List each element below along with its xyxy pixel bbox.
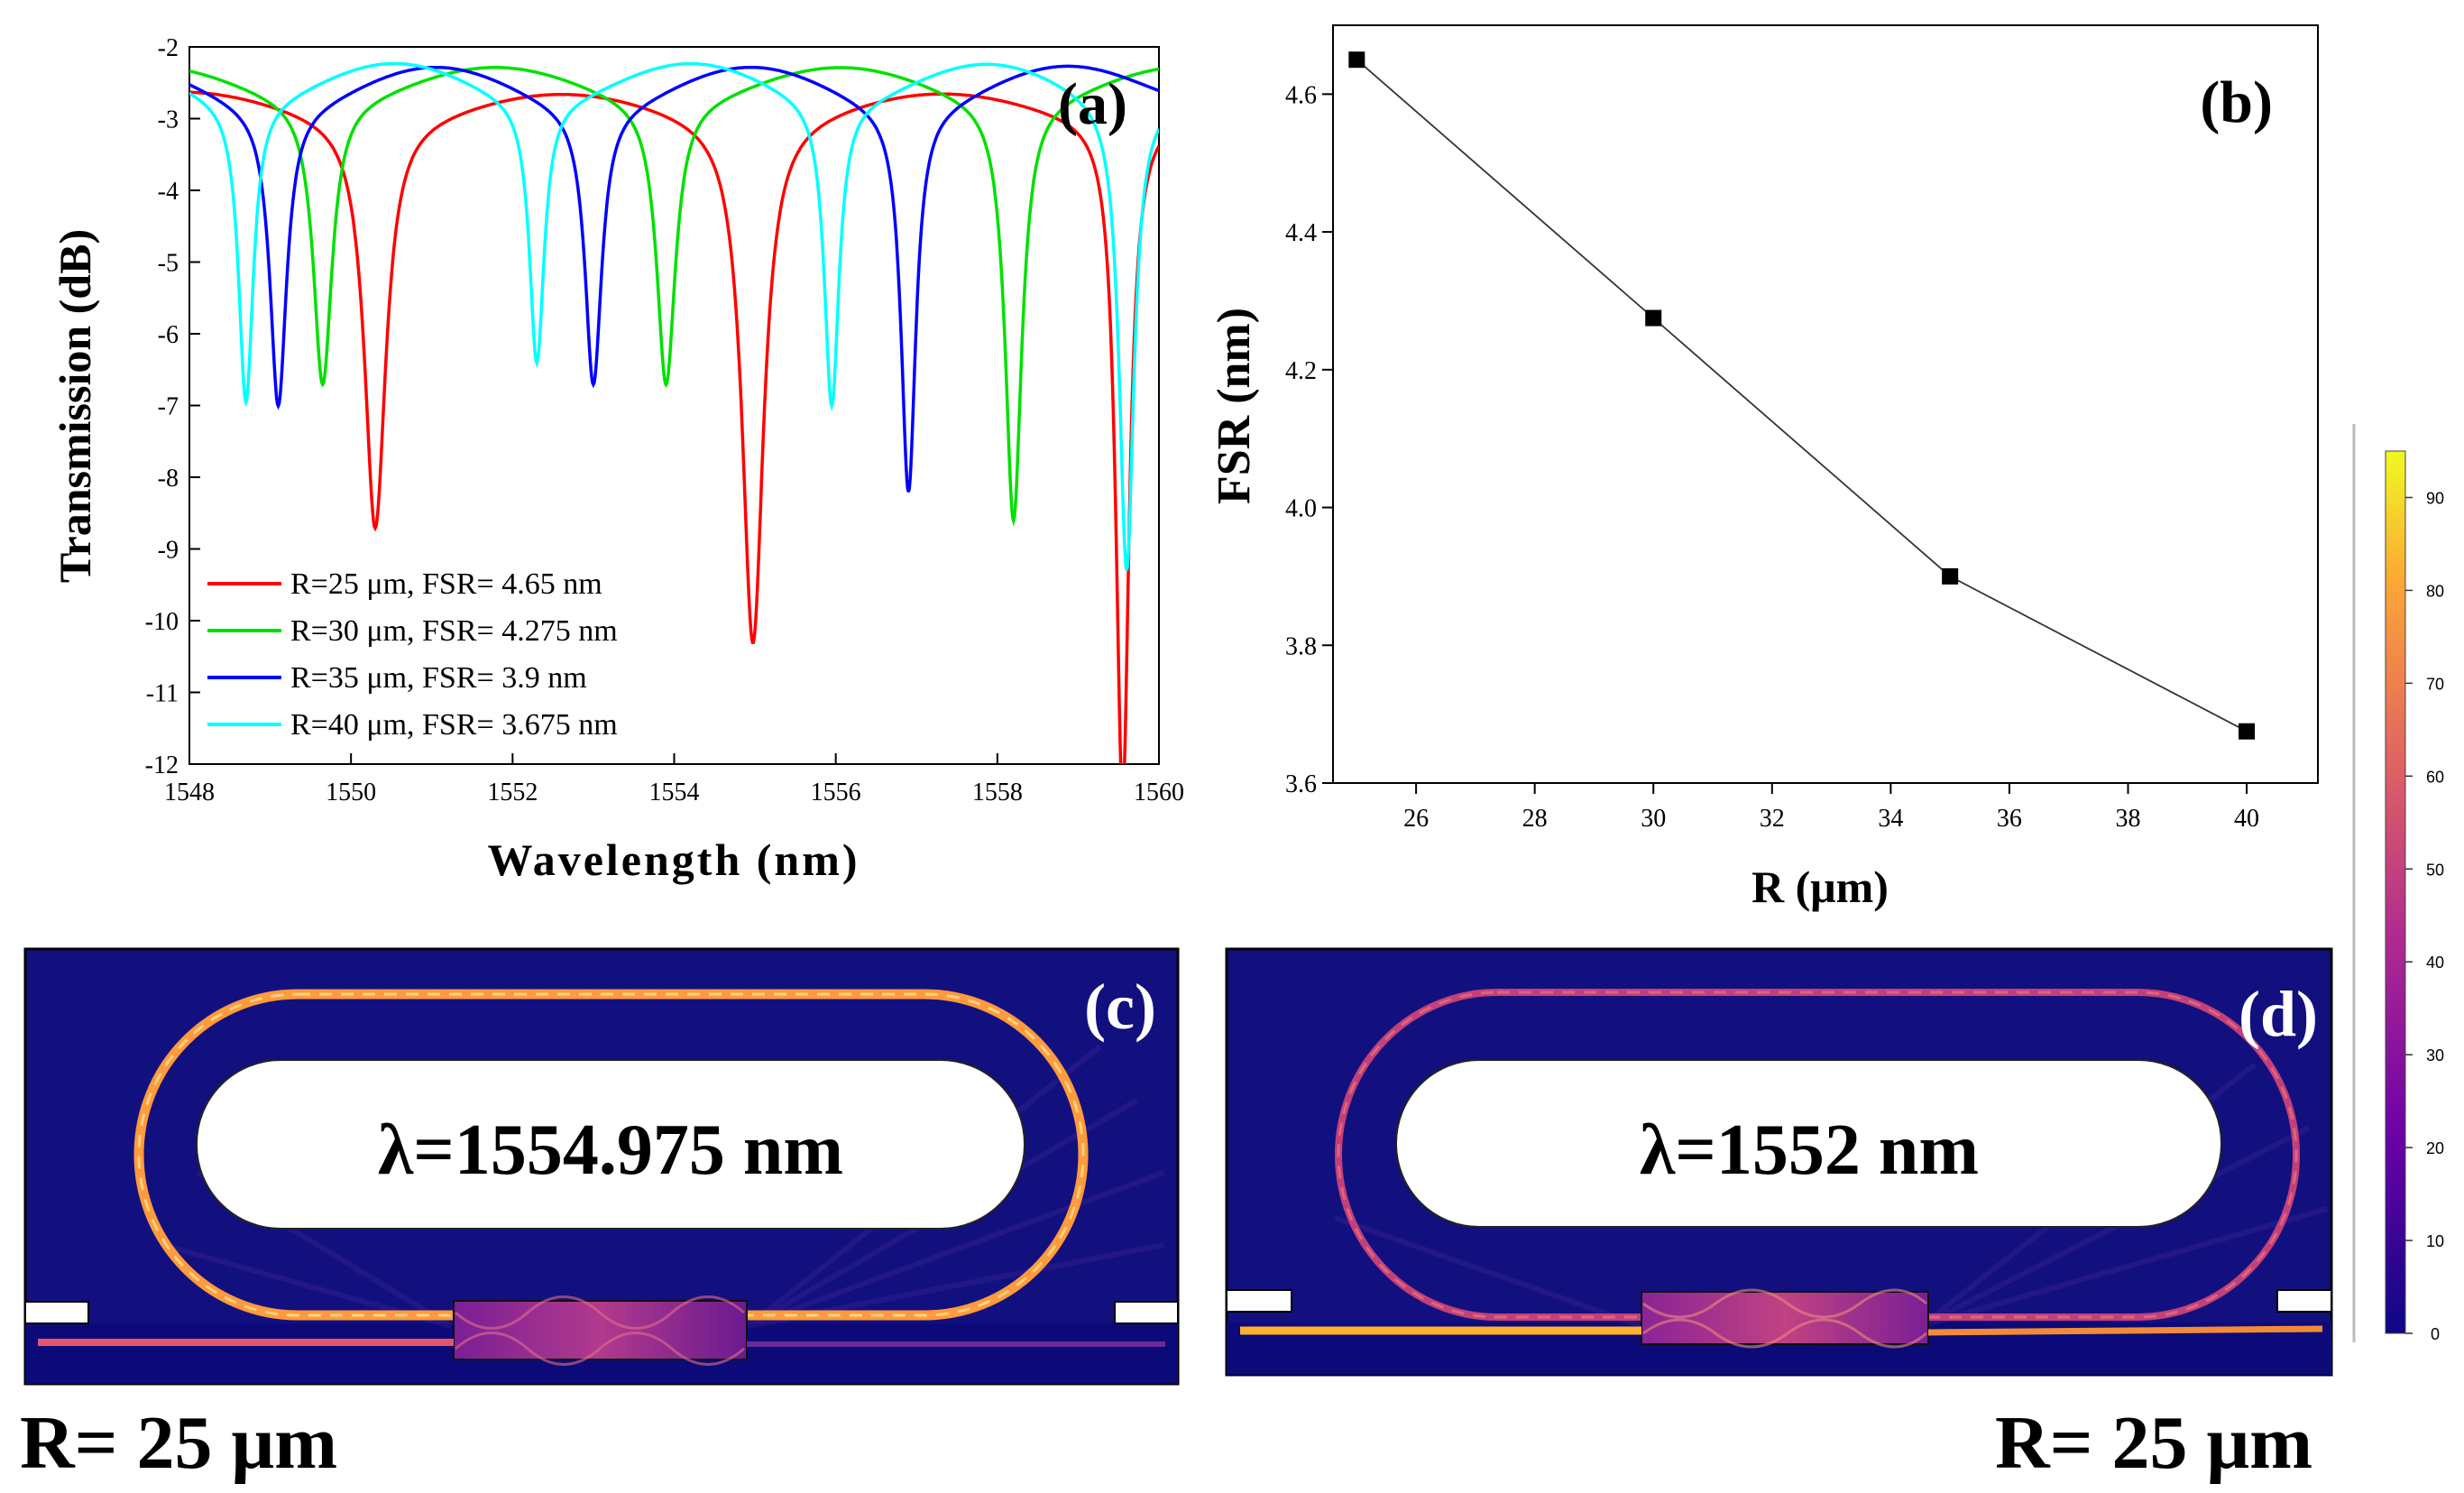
panel-a-legend: R=25 μm, FSR= 4.65 nm R=30 μm, FSR= 4.275…	[207, 567, 618, 742]
panel-b-y-axis-title: FSR (nm)	[1209, 308, 1260, 504]
panel-c-left-notch	[24, 1301, 89, 1324]
panel-b-fsr-chart: 26 28 30 32 34 36 38 40 3.6 3.8 4.0 4.2 4.4 4.6 (b) R…	[1209, 24, 2319, 912]
colorbar-tick-label: 40	[2426, 954, 2444, 972]
panel-a-y-tick-label: -7	[158, 393, 179, 421]
panel-d-field-map: λ=1552 nm (d)	[1225, 947, 2333, 1377]
panel-b-axes: 26 28 30 32 34 36 38 40 3.6 3.8 4.0 4.2 4.4 4.6	[1285, 81, 2259, 833]
panel-a-y-tick-label: -5	[158, 250, 179, 278]
colorbar-tick-label: 70	[2426, 675, 2444, 693]
panel-b-data-point	[1942, 567, 1959, 585]
panel-b-y-tick-label: 3.8	[1285, 632, 1317, 660]
panel-b-y-tick-label: 4.4	[1285, 219, 1317, 247]
panel-a-series-line-4	[189, 61, 1159, 571]
panel-b-y-tick-label: 4.6	[1285, 81, 1317, 109]
panel-a-series-line-1	[189, 90, 1159, 764]
panel-a-x-tick-label: 1554	[649, 779, 700, 806]
colorbar-ticks: 0 10 20 30 40 50 60 70 80 90	[2405, 489, 2444, 1343]
colorbar-tick-label: 90	[2426, 489, 2444, 507]
colorbar-tick-label: 60	[2426, 768, 2444, 786]
panel-c-right-notch	[1114, 1301, 1179, 1324]
colorbar-tick-label: 80	[2426, 582, 2444, 600]
panel-b-x-tick-label: 40	[2234, 805, 2259, 833]
panel-a-series-line-3	[189, 64, 1159, 493]
panel-b-y-tick-label: 3.6	[1285, 770, 1317, 798]
panel-a-series-line-2	[189, 66, 1159, 527]
panel-b-label: (b)	[2200, 69, 2273, 135]
panel-b-x-tick-label: 26	[1403, 805, 1429, 833]
panel-a-legend-label-2: R=30 μm, FSR= 4.275 nm	[290, 614, 618, 648]
panel-a-plot-frame	[188, 46, 1160, 765]
panel-c-field-map: λ=1554.975 nm (c)	[23, 947, 1180, 1386]
panel-b-x-axis-title: R (μm)	[1751, 862, 1889, 912]
panel-c-radius-caption: R= 25 μm	[20, 1401, 338, 1485]
panel-b-plot-frame	[1332, 24, 2319, 784]
panel-c-coupling-region	[453, 1300, 748, 1360]
panel-c-ring-standing-wave	[137, 992, 1085, 1317]
panel-a-y-tick-label: -9	[158, 537, 179, 565]
panel-d-ring-center-hole	[1395, 1059, 2222, 1228]
panel-a-y-tick-label: -6	[158, 321, 179, 349]
panel-a-legend-label-1: R=25 μm, FSR= 4.65 nm	[290, 567, 602, 601]
colorbar: 0 10 20 30 40 50 60 70 80 90	[2352, 424, 2444, 1343]
panel-d-label: (d)	[2239, 978, 2318, 1050]
panel-a-x-tick-label: 1552	[487, 779, 538, 806]
panel-a-y-tick-label: -8	[158, 465, 179, 493]
panel-b-x-tick-label: 30	[1641, 805, 1666, 833]
panel-c-coupling-interference	[455, 1295, 745, 1366]
panel-b-data-point	[1348, 51, 1365, 69]
panel-b-x-tick-label: 38	[2115, 805, 2140, 833]
panel-b-y-tick-label: 4.0	[1285, 495, 1317, 523]
colorbar-gradient	[2385, 450, 2406, 1334]
panel-a-x-tick-label: 1558	[972, 779, 1023, 806]
panel-a-transmission-chart: 1548 1550 1552 1554 1556 1558 1560 -2 -3 -4 -5 -6 -7…	[50, 34, 1184, 885]
panel-b-series	[1348, 51, 2256, 740]
panel-a-x-tick-label: 1550	[326, 779, 376, 806]
panel-b-x-tick-label: 36	[1997, 805, 2022, 833]
panel-d-output-waveguide	[1927, 1325, 2323, 1336]
panel-d-wavelength-label: λ=1552 nm	[1640, 1111, 1979, 1190]
panel-b-x-tick-label: 32	[1760, 805, 1785, 833]
panel-a-x-tick-label: 1556	[811, 779, 861, 806]
panel-b-data-point	[2239, 723, 2256, 740]
panel-c-label: (c)	[1084, 971, 1156, 1043]
panel-a-x-axis-title: Wavelength (nm)	[487, 834, 860, 885]
panel-a-axes: 1548 1550 1552 1554 1556 1558 1560 -2 -3 -4 -5 -6 -7…	[145, 34, 1184, 806]
panel-d-left-notch	[1226, 1289, 1292, 1313]
panel-a-y-axis-title: Transmission (dB)	[50, 229, 100, 583]
panel-d-ring-standing-wave	[1337, 991, 2298, 1319]
panel-d-coupling-interference	[1642, 1288, 1927, 1349]
colorbar-tick-label: 0	[2431, 1325, 2440, 1343]
panel-a-y-tick-label: -11	[146, 680, 179, 708]
colorbar-tick-label: 50	[2426, 861, 2444, 879]
panel-a-series	[189, 61, 1159, 764]
colorbar-tick-label: 30	[2426, 1046, 2444, 1064]
panel-b-series-line	[1356, 59, 2248, 733]
panel-a-y-tick-label: -4	[158, 178, 179, 206]
panel-a-legend-label-3: R=35 μm, FSR= 3.9 nm	[290, 661, 587, 695]
panel-b-y-tick-label: 4.2	[1285, 357, 1317, 385]
colorbar-tick-label: 10	[2426, 1232, 2444, 1250]
panel-c-ring-center-hole	[196, 1059, 1025, 1230]
panel-c-wavelength-label: λ=1554.975 nm	[378, 1111, 843, 1190]
panel-a-y-tick-label: -10	[145, 608, 179, 636]
panel-d-right-notch	[2276, 1289, 2332, 1313]
panel-d-radius-caption: R= 25 μm	[1995, 1401, 2313, 1485]
panel-a-legend-label-4: R=40 μm, FSR= 3.675 nm	[290, 708, 618, 742]
colorbar-tick-label: 20	[2426, 1139, 2444, 1157]
panel-a-x-tick-label: 1560	[1134, 779, 1184, 806]
panel-b-x-tick-label: 28	[1522, 805, 1548, 833]
panel-b-data-point	[1645, 309, 1662, 327]
panel-a-x-tick-label: 1548	[164, 779, 215, 806]
panel-a-y-tick-label: -12	[145, 751, 179, 779]
panel-a-label: (a)	[1058, 71, 1127, 137]
panel-a-y-tick-label: -2	[158, 34, 179, 62]
panel-b-x-tick-label: 34	[1878, 805, 1903, 833]
panel-a-y-tick-label: -3	[158, 106, 179, 134]
